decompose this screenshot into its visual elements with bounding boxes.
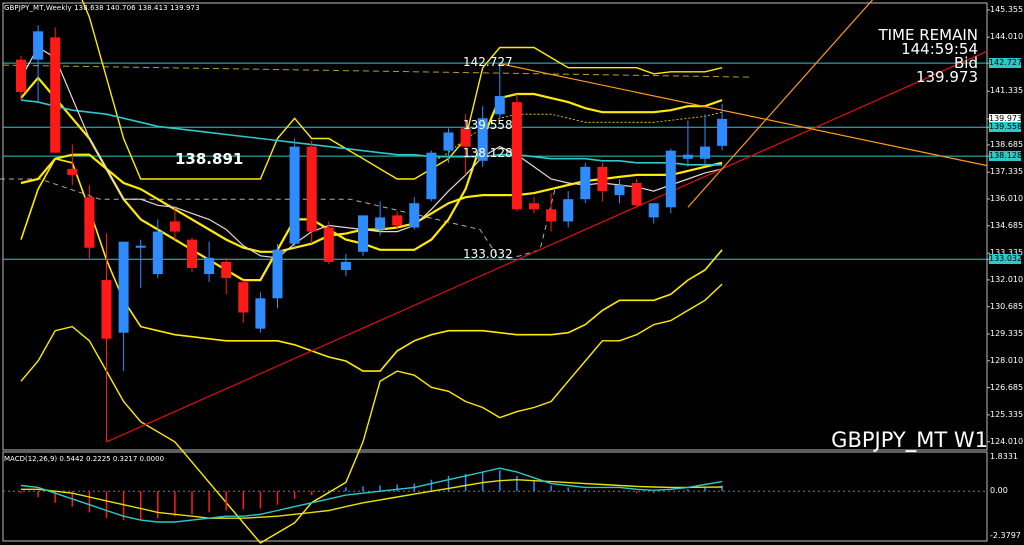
candle-body <box>443 132 454 151</box>
symbol-label: GBPJPY_MT W1 <box>831 428 988 452</box>
macd-signal-line <box>21 478 723 519</box>
candle-body <box>614 185 625 196</box>
bb-lower-3 <box>20 283 723 544</box>
price-tick-label: 142.727 <box>989 58 1023 69</box>
bb-upper-3 <box>81 0 723 180</box>
price-tick-label: 136.010 <box>990 194 1024 203</box>
candle-body <box>187 239 197 268</box>
bb-upper-2 <box>20 76 723 282</box>
candle-body <box>682 154 693 159</box>
candle-body <box>289 146 300 244</box>
price-tick-label: 126.685 <box>990 382 1024 392</box>
big-price-label: 138.891 <box>175 150 244 168</box>
candle-body <box>221 261 232 279</box>
price-tick-label: 128.010 <box>990 355 1024 365</box>
trendline-channel-diag <box>687 0 874 208</box>
price-tick-label: 130.685 <box>990 301 1024 311</box>
stop-dashed <box>0 178 556 261</box>
candle-body <box>631 183 642 206</box>
candle-body <box>16 59 26 92</box>
trendline-channel-top <box>499 63 988 167</box>
time-remain-label: TIME REMAIN <box>878 26 978 44</box>
candle-body <box>33 31 44 60</box>
candle-body <box>204 257 215 275</box>
candle-body <box>477 118 488 161</box>
level-label-high: 142.727 <box>463 55 513 69</box>
level-label-mid1: 139.558 <box>463 118 513 132</box>
candle-body <box>255 298 266 329</box>
price-tick-label: 138.128 <box>989 151 1023 162</box>
candle-body <box>306 146 317 232</box>
bid-label: Bid <box>954 54 978 72</box>
price-tick-label: 144.010 <box>990 32 1024 42</box>
candle-body <box>118 241 129 333</box>
candle-body <box>580 166 591 200</box>
candle-body <box>84 197 95 248</box>
price-tick-label: 141.335 <box>990 86 1024 96</box>
price-tick-label: 139.558 <box>989 122 1023 133</box>
candle-body <box>67 168 78 175</box>
macd-header: MACD(12,26,9) 0.5442 0.2225 0.3217 0.000… <box>4 455 165 463</box>
candle-body <box>358 215 368 252</box>
candle-body <box>409 203 420 228</box>
candle-body <box>563 199 574 222</box>
candle-body <box>700 146 710 159</box>
candle-body <box>272 249 283 299</box>
bb-lower-2 <box>20 157 723 372</box>
candle-body <box>323 227 334 262</box>
candle-body <box>511 102 522 210</box>
candle-body <box>665 150 676 208</box>
info-panel: TIME REMAIN 144:59:54 Bid 139.973 <box>878 26 978 86</box>
candle-body <box>169 221 180 232</box>
price-tick-label: 132.010 <box>990 274 1024 284</box>
candle-body <box>529 203 539 210</box>
macd-tick-label: -2.3797 <box>990 531 1021 540</box>
candle-body <box>494 96 505 115</box>
bb-upper-1 <box>431 111 723 164</box>
price-tick-label: 133.335 <box>990 248 1024 258</box>
candle-body <box>392 215 403 226</box>
level-label-mid2: 138.128 <box>463 146 513 160</box>
macd-tick-label: 1.8331 <box>990 452 1018 461</box>
price-tick-label: 139.973 <box>989 113 1023 124</box>
macd-tick-label: 0.00 <box>990 486 1008 496</box>
price-tick-label: 134.685 <box>990 220 1024 230</box>
chart-header: GBPJPY_MT,Weekly 138.638 140.706 138.413… <box>4 4 200 12</box>
time-remain-value: 144:59:54 <box>901 40 978 58</box>
candle-body <box>340 261 351 270</box>
candle-body <box>717 118 728 146</box>
price-tick-label: 137.335 <box>990 167 1024 177</box>
price-tick-label: 138.685 <box>990 139 1024 149</box>
ma-slow-line <box>20 99 723 166</box>
candle-body <box>460 128 471 147</box>
price-tick-label: 145.355 <box>990 5 1024 14</box>
candle-body <box>238 282 249 313</box>
price-tick-label: 125.335 <box>990 409 1024 419</box>
candle-body <box>426 152 437 200</box>
price-tick-label: 129.335 <box>990 329 1024 338</box>
candle-body <box>648 203 659 218</box>
macd-main-line <box>20 467 723 523</box>
macd-plot-frame <box>2 451 988 542</box>
candle-body <box>597 166 608 192</box>
candle-body <box>152 231 163 275</box>
price-tick-label: 124.010 <box>990 436 1024 446</box>
price-tick-label: 133.032 <box>989 254 1023 265</box>
candle-body <box>101 280 112 339</box>
level-label-low: 133.032 <box>463 247 513 261</box>
bid-value: 139.973 <box>915 68 978 86</box>
candle-body <box>375 217 386 230</box>
candle-body <box>546 209 557 222</box>
main-plot-frame <box>2 2 988 451</box>
candle-body <box>50 37 61 153</box>
trendline-support <box>106 50 988 443</box>
ma-long-dashed <box>2 64 751 78</box>
candle-body <box>135 245 146 248</box>
ma-fast-line <box>20 46 723 259</box>
